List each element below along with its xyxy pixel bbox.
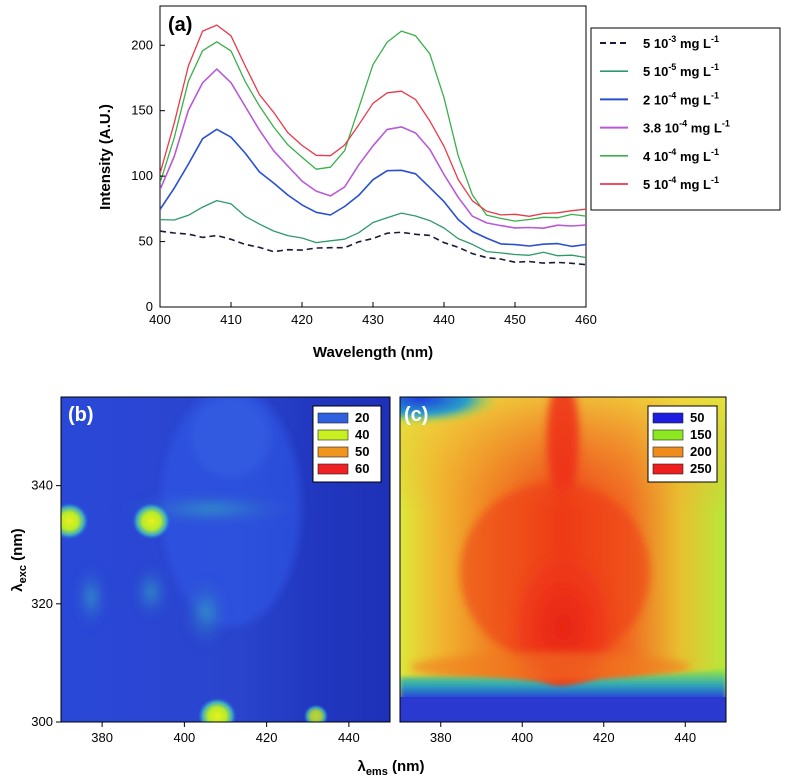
x-tick-label: 440 <box>338 730 360 745</box>
plot-b-xticks: 380 400 420 440 <box>91 722 360 745</box>
x-tick-label: 400 <box>511 730 533 745</box>
heatmap-peak-0 <box>61 502 90 541</box>
heatmap-peak-3 <box>303 704 329 722</box>
legend-label-4: 4 10-4 mg L-1 <box>643 147 719 164</box>
x-tick-label: 430 <box>362 312 384 327</box>
legend-swatch-2 <box>652 446 684 458</box>
plot-a-frame <box>159 5 587 308</box>
plot-a-xticks: 400 410 420 430 440 450 460 <box>149 302 597 327</box>
legend-label-2: 50 <box>355 444 369 459</box>
legend-label-3: 3.8 10-4 mg L-1 <box>643 119 730 136</box>
x-tick-label: 460 <box>575 312 597 327</box>
plot-a-ylabel: Intensity (A.U.) <box>97 104 114 210</box>
x-tick-label: 450 <box>504 312 526 327</box>
series-line-3 <box>160 68 586 229</box>
x-tick-label: 380 <box>91 730 113 745</box>
y-tick-label: 150 <box>131 103 153 118</box>
plot-bc-xlabel: λems (nm) <box>357 758 424 778</box>
y-tick-label: 0 <box>146 299 153 314</box>
legend-label-0: 20 <box>355 410 369 425</box>
plot-a-lines <box>160 24 586 266</box>
legend-label-2: 200 <box>690 444 712 459</box>
panel-b: 380 400 420 440 300 320 340 (b) 20 40 50 60 <box>31 396 391 745</box>
plot-a-legend-frame <box>590 27 781 211</box>
x-tick-label: 420 <box>593 730 615 745</box>
x-tick-label: 440 <box>433 312 455 327</box>
x-tick-label: 380 <box>430 730 452 745</box>
panel-a: 400 410 420 430 440 450 460 0 50 100 150 200 (a) W… <box>97 5 781 361</box>
plot-b-frame <box>60 396 391 723</box>
legend-swatch-0 <box>652 412 684 424</box>
plot-a-legend-entries: 5 10-3 mg L-1 5 10-5 mg L-1 2 10-4 mg L-1 3… <box>600 34 730 192</box>
legend-label-0: 5 10-3 mg L-1 <box>643 34 719 51</box>
x-tick-label: 420 <box>256 730 278 745</box>
legend-label-5: 5 10-4 mg L-1 <box>643 175 719 192</box>
panel-c-tag: (c) <box>404 404 428 426</box>
x-tick-label: 440 <box>674 730 696 745</box>
y-tick-label: 300 <box>31 714 53 729</box>
legend-swatch-0 <box>317 412 349 424</box>
plot-b-yticks: 300 320 340 <box>31 478 61 729</box>
legend-swatch-3 <box>652 463 684 475</box>
panel-a-tag: (a) <box>168 14 192 36</box>
y-tick-label: 100 <box>131 168 153 183</box>
heatmap-peak-2 <box>197 697 238 722</box>
plot-a-xlabel: Wavelength (nm) <box>313 344 433 361</box>
x-tick-label: 420 <box>291 312 313 327</box>
x-tick-label: 400 <box>149 312 171 327</box>
legend-label-0: 50 <box>690 410 704 425</box>
plot-bc-ylabel: λexc (nm) <box>9 528 29 591</box>
plot-c-xticks: 380 400 420 440 <box>430 722 696 745</box>
panel-b-tag: (b) <box>68 404 94 426</box>
series-line-5 <box>160 24 586 217</box>
plot-a-yticks: 0 50 100 150 200 <box>131 37 165 314</box>
legend-label-1: 150 <box>690 427 712 442</box>
x-tick-label: 410 <box>220 312 242 327</box>
legend-swatch-2 <box>317 446 349 458</box>
series-line-4 <box>160 30 586 222</box>
plot-c-legend: 50 150 200 250 <box>647 405 718 483</box>
plot-b-legend-entries: 20 40 50 60 <box>317 410 369 476</box>
y-tick-label: 340 <box>31 478 53 493</box>
legend-swatch-3 <box>317 463 349 475</box>
y-tick-label: 320 <box>31 596 53 611</box>
legend-label-3: 250 <box>690 461 712 476</box>
legend-swatch-1 <box>652 429 684 441</box>
plot-b-legend: 20 40 50 60 <box>312 405 382 483</box>
y-tick-label: 200 <box>131 37 153 52</box>
series-line-0 <box>160 230 586 266</box>
x-tick-label: 400 <box>174 730 196 745</box>
series-line-1 <box>160 199 586 259</box>
legend-swatch-1 <box>317 429 349 441</box>
series-line-2 <box>160 128 586 248</box>
plot-a-legend: 5 10-3 mg L-1 5 10-5 mg L-1 2 10-4 mg L-1 3… <box>590 27 781 211</box>
legend-label-1: 40 <box>355 427 369 442</box>
y-tick-label: 50 <box>139 234 153 249</box>
plot-c-frame <box>399 396 727 723</box>
legend-label-1: 5 10-5 mg L-1 <box>643 62 719 79</box>
heatmap-b-peaks <box>61 502 329 722</box>
legend-label-2: 2 10-4 mg L-1 <box>643 90 719 107</box>
legend-label-3: 60 <box>355 461 369 476</box>
plot-c-legend-entries: 50 150 200 250 <box>652 410 712 476</box>
panel-c: 380 400 420 440 (c) 50 150 200 250 <box>399 396 727 745</box>
heatmap-c <box>400 397 726 722</box>
heatmap-peak-1 <box>131 502 172 541</box>
